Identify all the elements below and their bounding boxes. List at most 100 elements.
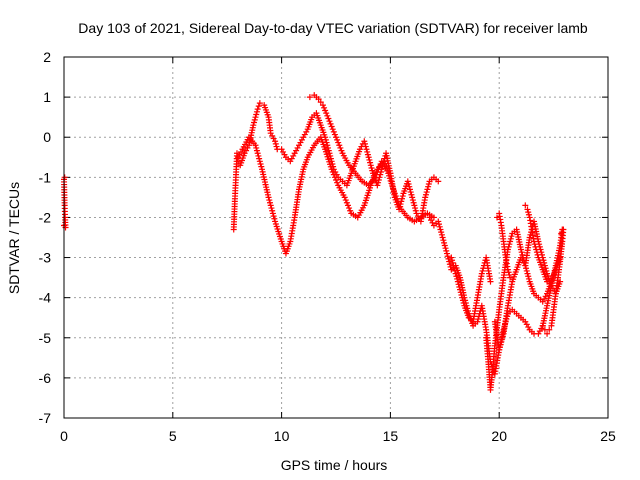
data-point [336,142,343,149]
data-point [498,338,505,345]
x-axis-label: GPS time / hours [281,457,388,473]
data-point [443,247,450,254]
data-point [253,108,260,115]
data-point [326,118,333,125]
data-point [408,191,415,198]
data-point [342,197,349,204]
data-point [361,138,368,145]
data-point [499,333,506,340]
data-point [306,94,313,101]
data-point [410,199,417,206]
data-point [526,234,533,241]
data-point [333,134,339,141]
data-points [61,92,567,393]
data-point [409,197,416,204]
data-point [532,243,539,250]
data-point [507,274,514,281]
data-point [406,186,413,193]
data-point [364,148,371,155]
data-point [254,106,261,113]
y-tick-label: -2 [39,209,52,225]
data-point [450,262,457,269]
axis-ticks [63,56,609,419]
data-point [362,140,369,147]
data-point [328,166,335,173]
data-point [325,115,332,122]
data-point [504,266,511,273]
data-point [343,199,350,206]
data-point [268,205,275,212]
data-point [517,246,524,253]
data-point [367,159,374,166]
data-point [271,215,278,222]
data-point [518,249,525,256]
data-point [409,194,416,201]
data-point [251,119,258,126]
y-tick-label: -5 [39,330,52,346]
data-point [327,120,334,127]
data-point [399,193,406,200]
data-point [444,253,451,260]
data-point [412,205,419,212]
data-point [315,96,322,103]
data-point [422,194,429,201]
data-point [457,286,464,293]
data-point [452,270,459,277]
data-point [438,229,445,236]
data-point [365,154,372,161]
data-point [256,158,263,165]
data-point [506,271,513,278]
data-point [523,267,530,274]
data-point [331,174,338,181]
data-point [456,283,463,290]
y-tick-label: -6 [39,370,52,386]
data-point [324,142,331,149]
data-point [251,116,258,123]
data-point [258,163,265,170]
data-point [508,233,515,240]
data-point [451,267,458,274]
data-point [406,183,413,190]
data-point [531,241,538,248]
data-point [449,259,456,266]
data-point [448,254,455,261]
data-point [458,291,465,298]
data-point [443,250,450,257]
data-point [324,112,331,119]
data-point [435,221,442,228]
data-point [546,326,553,333]
data-point [438,231,445,238]
data-point [558,230,565,237]
data-point [412,207,419,214]
data-point [321,104,328,111]
data-point [319,102,326,109]
data-point [375,179,382,186]
data-point [255,152,262,159]
data-point [266,199,273,206]
data-point [364,151,371,158]
x-tick-label: 15 [383,428,399,444]
data-point [451,265,458,272]
data-point [487,278,494,285]
x-tick-label: 10 [274,428,290,444]
data-point [329,168,336,175]
data-point [333,177,339,184]
data-point [436,223,443,230]
data-point [326,150,333,157]
data-point [425,181,432,188]
data-point [523,265,530,272]
data-point [335,139,342,146]
data-point [374,168,381,175]
data-point [446,261,453,268]
data-point [405,181,412,188]
data-point [507,235,514,242]
data-point [411,202,418,209]
data-point [257,160,264,167]
data-point [499,336,506,343]
data-point [459,294,466,301]
data-point [373,171,380,178]
gridlines [64,57,608,418]
data-point [397,203,404,210]
data-point [337,144,344,151]
